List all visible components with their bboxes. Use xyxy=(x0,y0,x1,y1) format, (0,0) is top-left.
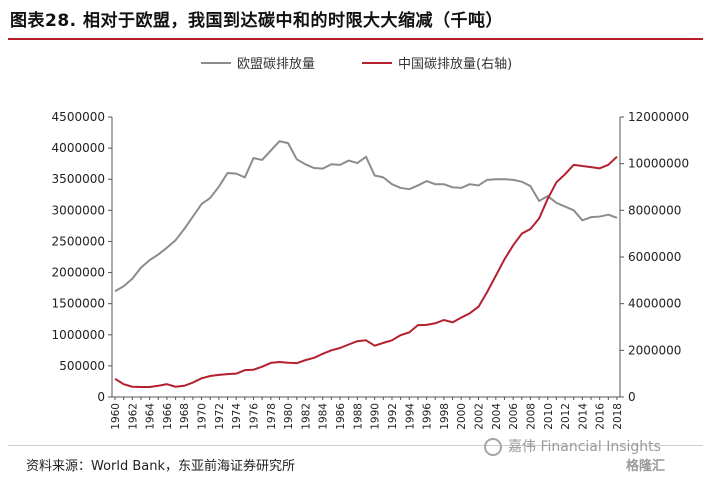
right-tick-label: 0 xyxy=(628,390,636,404)
plot-area xyxy=(114,140,618,388)
x-tick-label: 2018 xyxy=(612,403,624,430)
x-tick-label: 2006 xyxy=(508,403,520,430)
x-tick-label: 1990 xyxy=(370,403,382,430)
x-tick-label: 1968 xyxy=(179,403,191,430)
x-tick-label: 1974 xyxy=(231,403,243,430)
left-tick-label: 1000000 xyxy=(52,328,105,342)
legend-label-eu: 欧盟碳排放量 xyxy=(237,57,315,72)
x-tick-label: 1994 xyxy=(404,403,416,430)
x-tick-label: 1978 xyxy=(266,403,278,430)
x-tick-label: 1998 xyxy=(439,403,451,430)
series-line-eu xyxy=(114,140,618,293)
right-tick-label: 8000000 xyxy=(628,203,681,217)
x-tick-label: 1980 xyxy=(283,403,295,430)
x-tick-label: 2016 xyxy=(595,403,607,430)
right-tick-label: 6000000 xyxy=(628,250,681,264)
right-tick-label: 12000000 xyxy=(628,110,689,124)
x-tick-label: 1984 xyxy=(318,403,330,430)
x-tick-label: 1988 xyxy=(352,403,364,430)
right-tick-label: 4000000 xyxy=(628,297,681,311)
legend: 欧盟碳排放量 中国碳排放量(右轴) xyxy=(201,57,512,72)
page-title: 图表28. 相对于欧盟，我国到达碳中和的时限大大缩减（千吨） xyxy=(10,11,504,31)
x-tick-label: 1982 xyxy=(300,403,312,430)
right-tick-label: 10000000 xyxy=(628,157,689,171)
x-tick-label: 1962 xyxy=(127,403,139,430)
x-tick-label: 1964 xyxy=(145,403,157,430)
series-line-china xyxy=(114,155,618,388)
x-tick-label: 1960 xyxy=(110,403,122,430)
x-tick-label: 2000 xyxy=(456,403,468,430)
left-tick-label: 2500000 xyxy=(52,234,105,248)
left-tick-label: 4500000 xyxy=(52,110,105,124)
x-tick-label: 2004 xyxy=(491,403,503,430)
x-tick-label: 1986 xyxy=(335,403,347,430)
wechat-icon xyxy=(484,438,502,456)
legend-label-china: 中国碳排放量(右轴) xyxy=(398,57,512,72)
x-tick-label: 2012 xyxy=(560,403,572,430)
watermark-text: 嘉伟 Financial Insights xyxy=(508,439,661,455)
x-tick-label: 1972 xyxy=(214,403,226,430)
x-tick-label: 2008 xyxy=(525,403,537,430)
right-tick-label: 2000000 xyxy=(628,343,681,357)
watermark-logo: 格隆汇 xyxy=(626,459,666,474)
source-note: 资料来源：World Bank，东亚前海证券研究所 xyxy=(26,459,296,474)
left-tick-label: 2000000 xyxy=(52,266,105,280)
x-tick-label: 2002 xyxy=(474,403,486,430)
left-tick-label: 4000000 xyxy=(52,141,105,155)
watermark: 嘉伟 Financial Insights xyxy=(484,436,661,456)
footer-divider xyxy=(8,445,703,446)
title-divider xyxy=(8,38,703,40)
left-tick-label: 0 xyxy=(97,390,105,404)
x-tick-label: 1996 xyxy=(422,403,434,430)
x-tick-label: 1976 xyxy=(248,403,260,430)
x-tick-label: 2010 xyxy=(543,403,555,430)
left-tick-label: 1500000 xyxy=(52,297,105,311)
x-tick-label: 2014 xyxy=(577,403,589,430)
left-tick-label: 500000 xyxy=(59,359,105,373)
x-tick-label: 1992 xyxy=(387,403,399,430)
left-tick-label: 3500000 xyxy=(52,172,105,186)
axes: 0 500000 1000000 1500000 2000000 2500000 30000… xyxy=(52,110,690,430)
x-tick-label: 1966 xyxy=(162,403,174,430)
left-tick-label: 3000000 xyxy=(52,203,105,217)
x-tick-label: 1970 xyxy=(197,403,209,430)
